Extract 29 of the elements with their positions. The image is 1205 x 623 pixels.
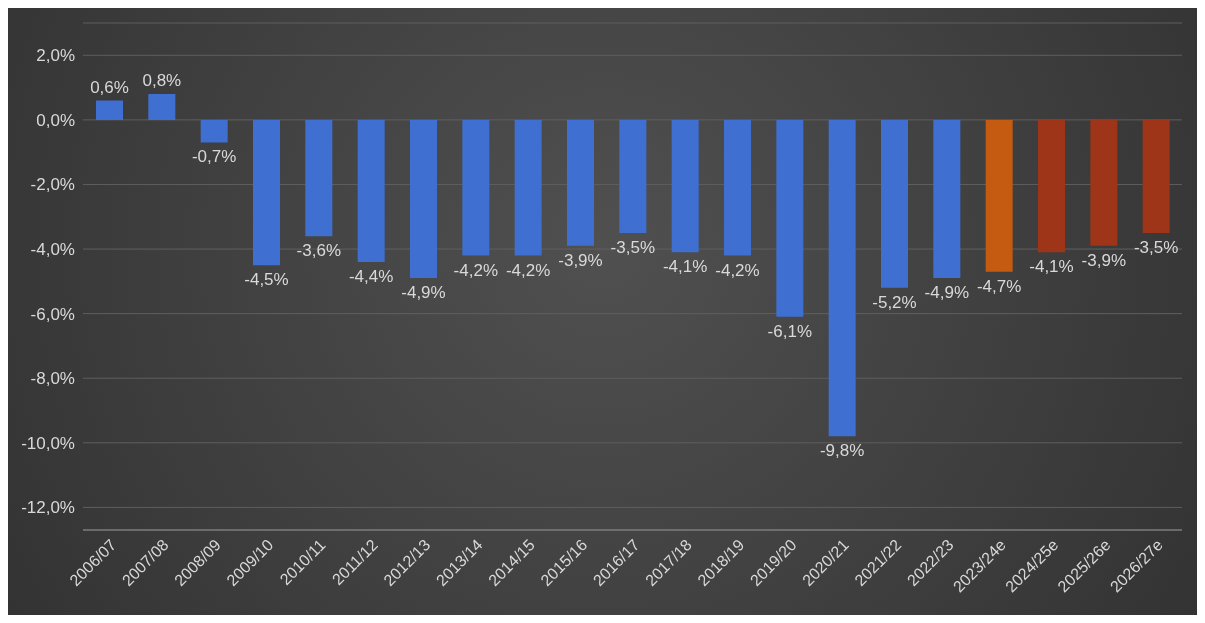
data-label: -5,2% (872, 292, 917, 312)
y-tick-label: -12,0% (21, 498, 75, 518)
data-label: -3,6% (296, 241, 342, 261)
data-label: -9,8% (819, 441, 865, 461)
data-label: 0,6% (90, 77, 129, 97)
data-label: -4,9% (401, 283, 446, 303)
y-tick-label: 0,0% (36, 110, 75, 130)
y-tick-label: -8,0% (30, 369, 75, 389)
data-label: 0,8% (142, 71, 182, 91)
data-label: -4,2% (453, 260, 499, 280)
y-tick-label: -10,0% (21, 433, 75, 453)
data-label: -3,9% (1081, 250, 1127, 270)
y-tick-label: -2,0% (30, 175, 75, 195)
data-label: -4,1% (1029, 257, 1074, 277)
data-label: -4,1% (662, 257, 708, 277)
data-label: -4,2% (505, 260, 551, 280)
y-tick-label: -6,0% (30, 304, 75, 324)
data-label: -4,7% (976, 276, 1022, 296)
data-label: -3,5% (1133, 237, 1179, 257)
data-label: -4,9% (924, 283, 970, 303)
y-tick-label: -4,0% (30, 240, 75, 260)
data-label: -3,9% (558, 250, 603, 270)
data-label: -3,5% (610, 237, 656, 257)
data-label: -4,5% (244, 270, 289, 290)
data-label: -6,1% (767, 321, 813, 341)
y-tick-label: 2,0% (36, 46, 75, 66)
data-label: -4,2% (715, 260, 760, 280)
data-label: -4,4% (348, 266, 394, 286)
data-label: -0,7% (191, 147, 237, 167)
